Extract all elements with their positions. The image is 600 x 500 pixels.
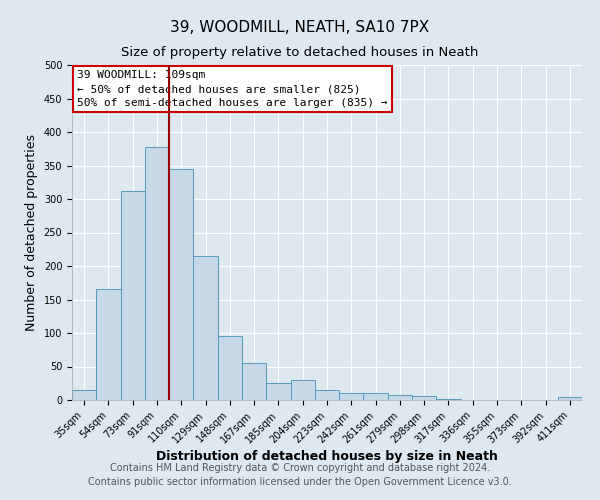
- Bar: [266, 383, 290, 400]
- Text: 39 WOODMILL: 109sqm
← 50% of detached houses are smaller (825)
50% of semi-detac: 39 WOODMILL: 109sqm ← 50% of detached ho…: [77, 70, 388, 108]
- Bar: [218, 336, 242, 400]
- Bar: [145, 146, 169, 400]
- Bar: [169, 169, 193, 400]
- Bar: [412, 396, 436, 400]
- Bar: [72, 390, 96, 400]
- Bar: [315, 390, 339, 400]
- Bar: [558, 396, 582, 400]
- Bar: [388, 396, 412, 400]
- Y-axis label: Number of detached properties: Number of detached properties: [25, 134, 38, 331]
- Bar: [364, 394, 388, 400]
- Bar: [242, 363, 266, 400]
- Bar: [121, 191, 145, 400]
- Bar: [96, 290, 121, 400]
- Text: 39, WOODMILL, NEATH, SA10 7PX: 39, WOODMILL, NEATH, SA10 7PX: [170, 20, 430, 35]
- Bar: [339, 394, 364, 400]
- Bar: [290, 380, 315, 400]
- X-axis label: Distribution of detached houses by size in Neath: Distribution of detached houses by size …: [156, 450, 498, 463]
- Bar: [436, 398, 461, 400]
- Text: Contains HM Land Registry data © Crown copyright and database right 2024.
Contai: Contains HM Land Registry data © Crown c…: [88, 463, 512, 487]
- Bar: [193, 256, 218, 400]
- Text: Size of property relative to detached houses in Neath: Size of property relative to detached ho…: [121, 46, 479, 59]
